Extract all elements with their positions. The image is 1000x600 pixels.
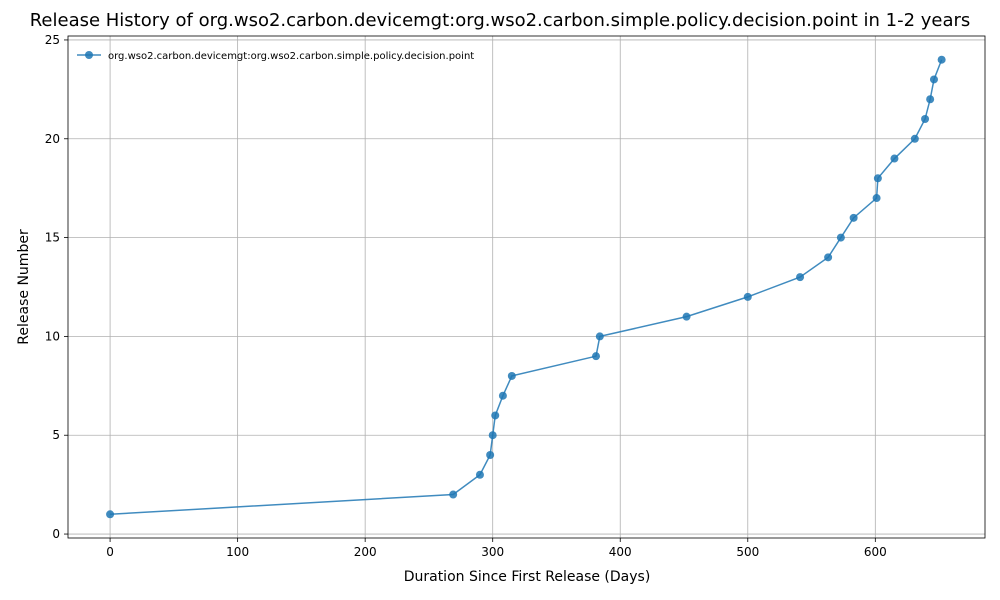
data-point: [929, 75, 938, 84]
data-point: [486, 450, 495, 459]
data-point: [743, 292, 752, 301]
data-point: [488, 431, 497, 440]
data-point: [507, 371, 516, 380]
x-tick-label: 100: [226, 545, 249, 559]
series-layer: [106, 55, 946, 519]
x-axis-label: Duration Since First Release (Days): [404, 569, 651, 585]
plot-area-frame: [67, 35, 986, 539]
x-tick-label: 500: [736, 545, 759, 559]
data-point: [890, 154, 899, 163]
data-point: [491, 411, 500, 420]
x-tick-label: 0: [106, 545, 114, 559]
legend-marker-swatch: [85, 51, 93, 59]
data-point: [937, 55, 946, 64]
data-point: [926, 95, 935, 104]
x-tick-label: 200: [354, 545, 377, 559]
legend-entry-label: org.wso2.carbon.devicemgt:org.wso2.carbo…: [108, 51, 474, 62]
data-point: [849, 213, 858, 222]
data-point: [592, 352, 601, 361]
data-point: [682, 312, 691, 321]
y-tick-label: 15: [45, 231, 60, 245]
y-axis-label: Release Number: [16, 229, 32, 345]
y-tick-label: 5: [52, 428, 60, 442]
data-point: [872, 194, 881, 203]
grid: [68, 36, 985, 538]
x-tick-label: 300: [481, 545, 504, 559]
x-tick-label: 600: [864, 545, 887, 559]
data-point: [449, 490, 458, 499]
data-point: [106, 510, 115, 519]
data-point: [921, 115, 930, 124]
axis-ticks: 0 100 200 300 400 500 600 0 5 10 15 20 25: [45, 33, 887, 559]
data-point: [910, 134, 919, 143]
data-point: [836, 233, 845, 242]
data-point: [824, 253, 833, 262]
y-tick-label: 20: [45, 132, 60, 146]
chart-title: Release History of org.wso2.carbon.devic…: [30, 10, 971, 31]
legend: org.wso2.carbon.devicemgt:org.wso2.carbo…: [77, 51, 474, 62]
y-tick-label: 10: [45, 329, 60, 343]
data-point: [796, 273, 805, 282]
x-tick-label: 400: [609, 545, 632, 559]
y-tick-label: 0: [52, 527, 60, 541]
data-point: [475, 470, 484, 479]
data-point: [595, 332, 604, 341]
y-tick-label: 25: [45, 33, 60, 47]
data-point: [873, 174, 882, 183]
data-point: [498, 391, 507, 400]
